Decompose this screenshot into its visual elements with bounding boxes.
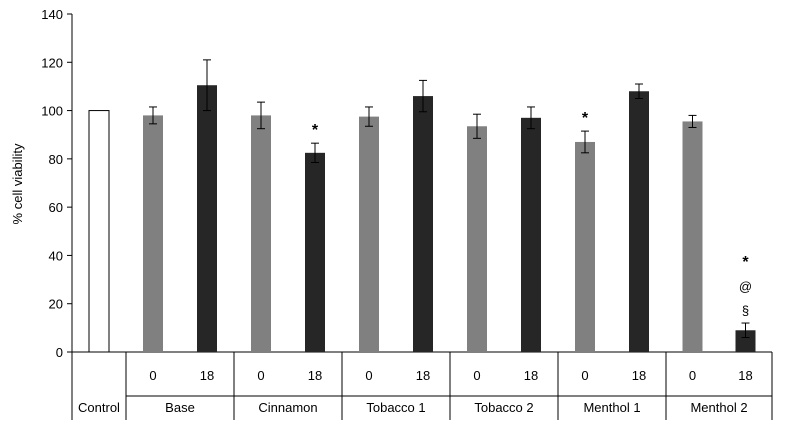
time-label: 0 bbox=[149, 368, 156, 383]
significance-marker: * bbox=[312, 122, 319, 139]
significance-markers: * * * @ § bbox=[312, 110, 752, 318]
significance-marker: * bbox=[742, 254, 749, 271]
bar bbox=[521, 117, 541, 352]
bar bbox=[305, 152, 325, 352]
time-label: 18 bbox=[632, 368, 646, 383]
y-axis-label: % cell viability bbox=[10, 143, 25, 224]
bar bbox=[88, 110, 110, 353]
time-label: 0 bbox=[689, 368, 696, 383]
time-label: 18 bbox=[308, 368, 322, 383]
y-tick-label: 100 bbox=[41, 104, 63, 119]
bar bbox=[359, 116, 379, 352]
time-label: 0 bbox=[581, 368, 588, 383]
bars bbox=[88, 85, 756, 353]
bar bbox=[575, 141, 595, 352]
bar bbox=[197, 85, 217, 352]
y-tick-label: 0 bbox=[56, 345, 63, 360]
bar bbox=[467, 126, 487, 352]
group-label: Control bbox=[78, 400, 120, 415]
time-label: 0 bbox=[257, 368, 264, 383]
y-tick-label: 20 bbox=[49, 297, 63, 312]
significance-marker: * bbox=[582, 110, 589, 127]
significance-marker: @ bbox=[739, 279, 752, 294]
error-bars bbox=[149, 59, 750, 339]
bar bbox=[735, 330, 756, 352]
y-tick-label: 40 bbox=[49, 248, 63, 263]
time-label: 18 bbox=[738, 368, 752, 383]
bar bbox=[251, 115, 271, 353]
bar bbox=[629, 91, 649, 352]
time-label: 18 bbox=[200, 368, 214, 383]
bar bbox=[413, 96, 433, 352]
group-label: Tobacco 2 bbox=[474, 400, 533, 415]
group-label: Menthol 1 bbox=[583, 400, 640, 415]
group-label: Menthol 2 bbox=[690, 400, 747, 415]
time-label: 0 bbox=[365, 368, 372, 383]
time-label: 18 bbox=[416, 368, 430, 383]
y-tick-label: 60 bbox=[49, 200, 63, 215]
bar bbox=[143, 115, 163, 353]
x-axis-category-table: Control Base 0 18 Cinnamon 0 18 Tobacco 1 0 18 Tob… bbox=[71, 352, 773, 420]
y-tick-label: 80 bbox=[49, 152, 63, 167]
group-label: Cinnamon bbox=[258, 400, 317, 415]
time-label: 0 bbox=[473, 368, 480, 383]
group-label: Tobacco 1 bbox=[366, 400, 425, 415]
bar bbox=[682, 121, 703, 352]
group-label: Base bbox=[165, 400, 195, 415]
y-tick-label: 140 bbox=[41, 7, 63, 22]
significance-marker: § bbox=[742, 303, 749, 318]
y-tick-label: 120 bbox=[41, 55, 63, 70]
time-label: 18 bbox=[524, 368, 538, 383]
